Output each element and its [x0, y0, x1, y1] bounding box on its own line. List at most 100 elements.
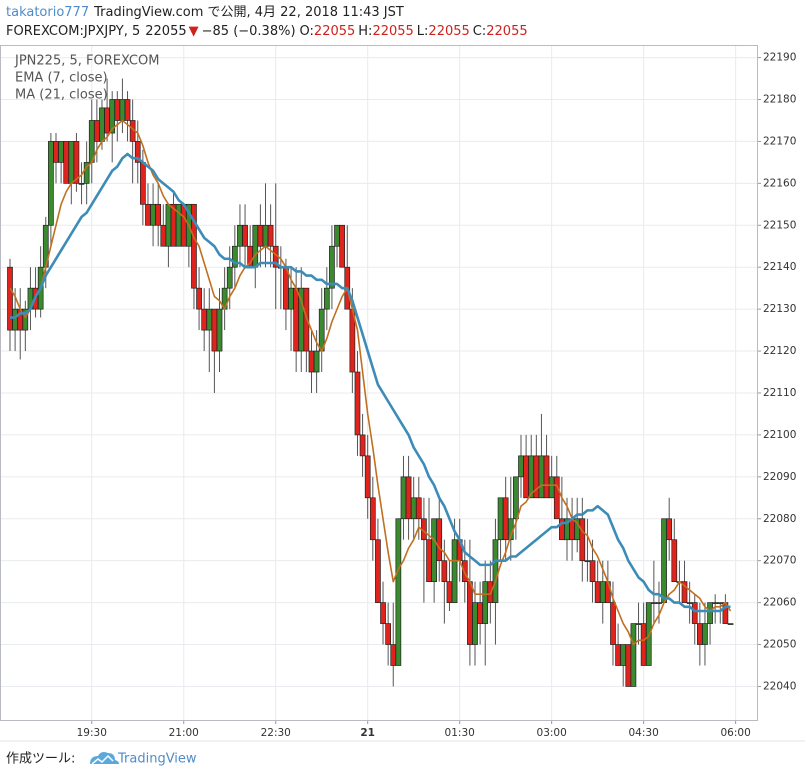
- legend-entry: MA (21, close): [15, 88, 108, 103]
- candle-body: [329, 245, 335, 289]
- plot-border: [0, 45, 758, 721]
- candle-body: [150, 203, 156, 226]
- candle-body: [323, 287, 330, 310]
- candle-body: [99, 107, 105, 142]
- candle-body: [68, 141, 75, 184]
- candle-body: [58, 141, 64, 163]
- candle-body: [395, 518, 402, 666]
- x-tick-label: 21:00: [169, 727, 199, 739]
- candle-body: [354, 371, 361, 436]
- y-tick-label: 22090: [763, 471, 796, 483]
- candle-body: [426, 539, 432, 582]
- candle-body: [651, 602, 657, 604]
- candle-body: [553, 476, 560, 520]
- candle-body: [262, 224, 269, 247]
- candle-body: [477, 602, 483, 624]
- y-tick-label: 22170: [763, 135, 796, 147]
- candle-body: [293, 287, 300, 352]
- candle-body: [671, 539, 678, 582]
- candle-body: [523, 455, 529, 499]
- candle-body: [134, 141, 141, 163]
- candle-body: [63, 141, 70, 184]
- y-tick-label: 22140: [763, 261, 796, 273]
- candle-body: [594, 581, 601, 603]
- candle-body: [145, 203, 151, 226]
- candle-body: [124, 99, 131, 121]
- legend-entry: JPN225, 5, FOREXCOM: [14, 54, 159, 69]
- candle-body: [48, 141, 54, 226]
- indicator-line: [9, 119, 732, 646]
- candle-body: [727, 623, 734, 625]
- candle-body: [196, 287, 202, 310]
- candle-body: [661, 518, 667, 603]
- candle-body: [267, 224, 274, 247]
- candle-body: [22, 308, 29, 331]
- indicator-line: [10, 152, 731, 613]
- candle-body: [518, 455, 524, 478]
- y-tick-label: 22190: [763, 52, 796, 64]
- candle-body: [625, 644, 632, 687]
- candle-body: [231, 245, 238, 268]
- change-arrow: ▼: [189, 24, 199, 39]
- candle-body: [288, 287, 294, 310]
- candle-body: [691, 602, 698, 624]
- candle-body: [165, 203, 172, 247]
- candle-body: [640, 623, 647, 666]
- x-tick-label: 21: [360, 727, 375, 739]
- candle-body: [140, 162, 146, 205]
- candle-body: [472, 602, 478, 645]
- chart: 22040 22050 22060 22070 22080 22090 22100 22110…: [0, 45, 796, 739]
- candle-body: [119, 99, 126, 121]
- candle-body: [538, 455, 545, 499]
- candle-body: [211, 308, 218, 352]
- y-tick-label: 22040: [763, 680, 796, 692]
- candle-body: [216, 308, 223, 352]
- candle-body: [94, 120, 100, 142]
- brand-logo[interactable]: [90, 752, 119, 764]
- candle-body: [502, 497, 509, 541]
- x-tick-label: 06:00: [720, 727, 750, 739]
- x-tick-label: 22:30: [261, 727, 291, 739]
- candle-body: [104, 107, 110, 134]
- candle-body: [308, 350, 315, 373]
- candle-body: [635, 623, 642, 625]
- y-tick-label: 22070: [763, 555, 796, 567]
- header-line-2: FOREXCOM:JPXJPY, 5 22055 ▼ −85 (−0.38%) O:22…: [6, 24, 528, 39]
- candle-body: [390, 644, 397, 666]
- y-tick-label: 22080: [763, 513, 796, 525]
- author[interactable]: takatorio777: [6, 5, 89, 20]
- ohlc-value: 22055: [428, 24, 469, 39]
- candle-body: [446, 581, 453, 603]
- legend-entry: EMA (7, close): [15, 71, 108, 86]
- candle-body: [191, 203, 197, 289]
- candle-body: [599, 581, 606, 603]
- candle-body: [380, 602, 386, 624]
- ohlc-value: 22055: [372, 24, 413, 39]
- candle-body: [83, 162, 90, 184]
- brand-logo-mark: [91, 754, 114, 765]
- y-tick-label: 22050: [763, 639, 796, 651]
- footer-brand[interactable]: TradingView: [117, 752, 197, 767]
- candle-body: [717, 602, 724, 604]
- candle-body: [359, 434, 366, 457]
- candle-body: [681, 581, 688, 603]
- candle-body: [467, 581, 473, 645]
- candle-body: [155, 203, 162, 226]
- candle-body: [339, 224, 345, 268]
- candle-body: [7, 266, 13, 331]
- x-tick-label: 03:00: [537, 727, 567, 739]
- candle-body: [620, 644, 627, 666]
- candle-body: [589, 560, 596, 582]
- candle-body: [482, 581, 489, 624]
- y-tick-label: 22150: [763, 219, 796, 231]
- ohlc-label: H:: [358, 24, 372, 39]
- candle-body: [364, 455, 371, 499]
- candle-body: [53, 141, 59, 163]
- symbol: FOREXCOM:JPXJPY, 5: [6, 24, 140, 39]
- candle-body: [405, 476, 412, 520]
- candle-body: [579, 518, 586, 562]
- y-tick-label: 22160: [763, 177, 796, 189]
- candle-body: [73, 141, 80, 184]
- candle-body: [180, 203, 187, 247]
- ohlc-label: L:: [417, 24, 429, 39]
